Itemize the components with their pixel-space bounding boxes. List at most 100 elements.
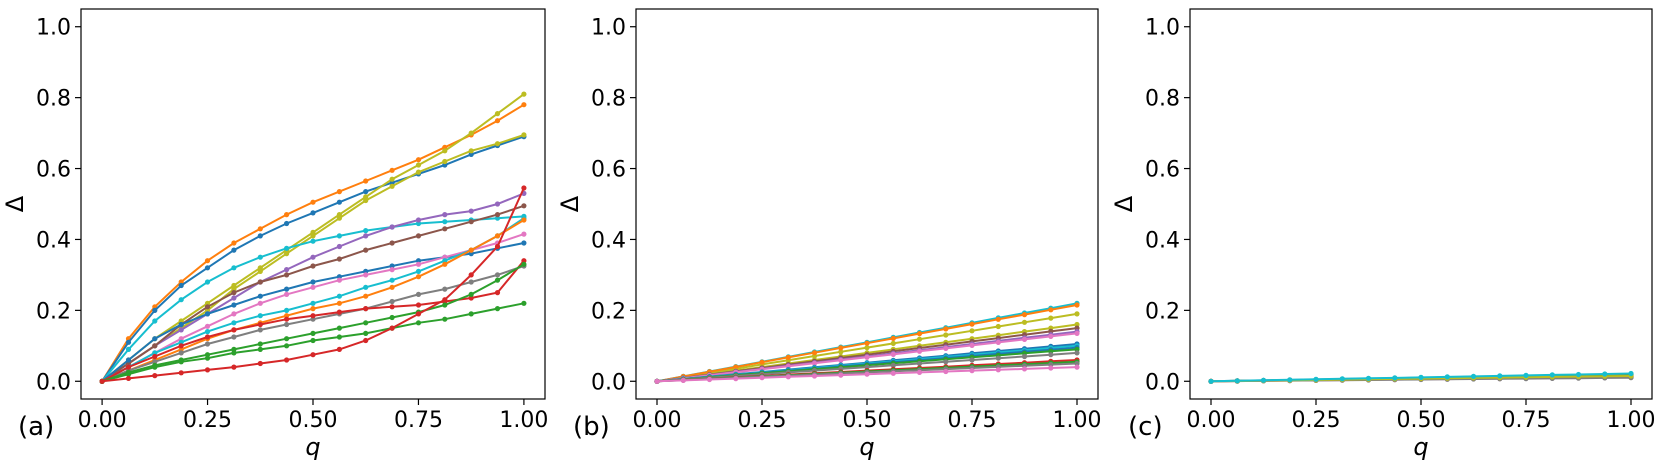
data-point <box>1074 321 1080 328</box>
data-point <box>152 353 158 360</box>
data-point <box>1048 315 1054 321</box>
data-point <box>442 286 448 292</box>
data-point <box>733 364 739 370</box>
data-point <box>336 233 342 239</box>
data-point <box>310 284 316 290</box>
x-tick-label: 1.00 <box>1607 408 1656 433</box>
data-point <box>415 169 422 175</box>
data-point <box>415 291 422 297</box>
data-point <box>257 265 263 271</box>
data-point <box>363 284 369 290</box>
data-point <box>969 321 975 327</box>
y-tick-label: 0.6 <box>591 158 626 183</box>
data-point <box>1021 319 1028 325</box>
data-point <box>389 267 395 273</box>
data-point <box>231 282 237 289</box>
data-point <box>310 306 316 312</box>
data-point <box>310 300 316 306</box>
data-point <box>389 277 395 283</box>
data-point <box>442 261 448 267</box>
data-point <box>706 376 713 383</box>
data-point <box>284 272 290 278</box>
y-tick-label: 0.0 <box>36 370 71 395</box>
data-point <box>389 183 395 189</box>
data-point <box>442 212 448 218</box>
data-point <box>363 197 369 204</box>
data-point <box>284 357 290 363</box>
data-point <box>125 339 132 345</box>
data-point <box>363 194 369 200</box>
data-point <box>969 368 975 374</box>
data-point <box>468 247 474 253</box>
data-point <box>521 258 527 264</box>
data-point <box>1021 336 1028 342</box>
data-point <box>336 277 342 283</box>
data-point <box>231 240 237 246</box>
data-point <box>1575 371 1582 378</box>
data-point <box>494 272 501 278</box>
data-point <box>733 376 739 382</box>
data-point <box>1234 378 1240 384</box>
data-point <box>838 349 844 355</box>
data-point <box>257 327 263 333</box>
data-point <box>864 340 870 346</box>
data-point <box>890 340 896 346</box>
data-point <box>890 370 896 376</box>
data-point <box>1444 374 1450 380</box>
data-point <box>363 337 369 344</box>
data-point <box>310 238 316 244</box>
y-tick-label: 0.0 <box>1145 370 1180 395</box>
data-point <box>1339 376 1345 382</box>
data-point <box>257 233 263 239</box>
data-point <box>890 351 896 357</box>
data-point <box>1074 364 1080 370</box>
data-point <box>864 371 870 377</box>
data-point <box>363 247 369 253</box>
data-point <box>916 369 923 375</box>
data-point <box>310 330 316 336</box>
y-tick-label: 0.6 <box>1145 158 1180 183</box>
panel-b: 0.00 0.25 0.50 0.75 1.00 0.0 0.2 0.4 0.6 0.8 1.0 q Δ… <box>556 8 1101 461</box>
x-axis-label: q <box>1413 433 1428 461</box>
x-tick-label: 0.50 <box>843 408 892 433</box>
y-tick-label: 0.2 <box>1145 299 1180 324</box>
panel-label: (b) <box>573 412 610 442</box>
data-point <box>521 261 527 267</box>
data-point <box>336 293 342 299</box>
x-tick-label: 0.50 <box>1397 408 1446 433</box>
data-point <box>1602 371 1608 377</box>
data-point <box>838 357 844 363</box>
x-axis-label: q <box>305 433 320 461</box>
data-point <box>152 373 158 379</box>
data-point <box>494 233 501 239</box>
data-point <box>415 233 422 239</box>
data-point <box>1392 375 1398 381</box>
data-point <box>178 343 184 349</box>
y-tick-label: 0.4 <box>36 228 71 253</box>
data-point <box>468 219 474 225</box>
data-point <box>178 297 184 303</box>
data-point <box>916 331 923 337</box>
data-point <box>152 343 158 349</box>
panel-label: (a) <box>18 412 54 442</box>
data-point <box>178 321 184 328</box>
data-point <box>995 316 1001 322</box>
data-point <box>336 309 342 315</box>
data-point <box>1497 373 1503 379</box>
data-point <box>389 284 395 290</box>
data-point <box>521 203 527 209</box>
data-point <box>494 118 501 124</box>
data-point <box>415 320 422 326</box>
data-point <box>310 210 316 216</box>
data-point <box>363 272 369 278</box>
data-point <box>363 189 369 195</box>
data-point <box>890 362 896 368</box>
data-point <box>178 327 184 333</box>
data-point <box>363 320 369 326</box>
data-point <box>310 313 316 319</box>
data-point <box>468 208 474 214</box>
data-point <box>363 228 369 234</box>
data-point <box>257 293 263 299</box>
data-point <box>521 300 527 306</box>
data-point <box>336 300 342 306</box>
